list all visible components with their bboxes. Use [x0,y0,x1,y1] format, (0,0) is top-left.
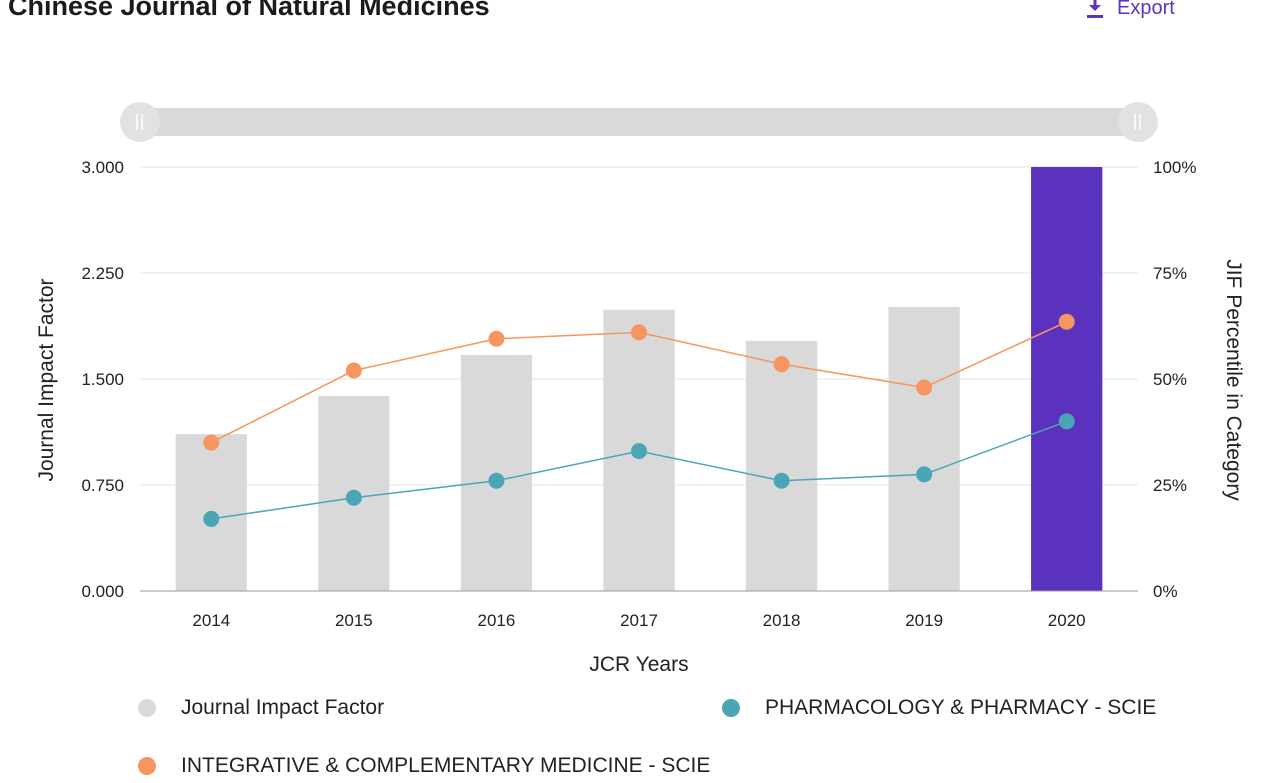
bar-2020[interactable] [1031,167,1103,591]
series-2-point-2018[interactable] [773,356,790,373]
y2-tick-label: 25% [1153,476,1187,495]
series-1-point-2016[interactable] [488,472,505,489]
series-1-point-2015[interactable] [345,489,362,506]
bar-2018[interactable] [745,340,818,591]
legend-item-jif[interactable]: Journal Impact Factor [138,696,384,720]
y-tick-label: 3.000 [81,158,124,177]
series-2-point-2019[interactable] [916,379,933,396]
y2-axis-title: JIF Percentile in Category [1222,259,1245,501]
slider-handle-right[interactable] [1118,102,1158,142]
y-tick-label: 2.250 [81,264,124,283]
x-tick-label: 2014 [192,611,230,630]
bar-2019[interactable] [888,306,960,591]
bar-series [175,167,1103,591]
axes: 0.000 0.750 1.500 2.250 3.000 0% 25% 50% 75% 100%… [35,158,1245,676]
y-tick-label: 0.750 [81,476,124,495]
x-tick-label: 2016 [478,611,516,630]
series-1-point-2017[interactable] [631,443,647,460]
y2-tick-label: 50% [1153,370,1187,389]
y-tick-label: 1.500 [81,370,124,389]
legend-item-pharmacology[interactable]: PHARMACOLOGY & PHARMACY - SCIE [722,696,1156,720]
legend-label-jif: Journal Impact Factor [181,696,385,719]
year-range-slider[interactable] [120,102,1158,142]
x-tick-label: 2015 [335,611,373,630]
x-tick-label: 2020 [1048,611,1086,630]
download-icon [1087,0,1103,18]
series-2-point-2014[interactable] [203,434,220,451]
series-1-point-2020[interactable] [1058,413,1075,430]
slider-handle-left[interactable] [120,102,160,142]
series-1-point-2019[interactable] [916,466,933,483]
y-tick-label: 0.000 [81,582,124,601]
legend-dot-jif [138,699,156,717]
line-series [203,313,1075,527]
series-2-point-2016[interactable] [488,330,505,347]
y-axis-title: Journal Impact Factor [35,278,58,481]
legend-label-integrative: INTEGRATIVE & COMPLEMENTARY MEDICINE - S… [181,754,711,777]
series-2-point-2020[interactable] [1058,313,1075,330]
series-1-point-2018[interactable] [773,472,790,489]
slider-track[interactable] [140,108,1138,136]
page-title: Chinese Journal of Natural Medicines [8,0,490,21]
y2-tick-label: 0% [1153,582,1178,601]
export-label: Export [1117,0,1175,19]
series-1-point-2014[interactable] [203,510,220,527]
export-button[interactable]: Export [1083,0,1175,20]
legend-dot-integrative [138,757,156,775]
x-tick-label: 2018 [763,611,801,630]
legend-label-pharmacology: PHARMACOLOGY & PHARMACY - SCIE [765,696,1157,719]
y2-tick-label: 100% [1153,158,1196,177]
legend-dot-pharmacology [722,699,740,717]
y2-tick-label: 75% [1153,264,1187,283]
series-2-point-2017[interactable] [631,324,647,341]
series-2-point-2015[interactable] [345,362,362,379]
x-tick-label: 2017 [620,611,658,630]
legend-item-integrative[interactable]: INTEGRATIVE & COMPLEMENTARY MEDICINE - S… [138,754,710,778]
x-tick-label: 2019 [905,611,943,630]
x-axis-title: JCR Years [589,653,688,676]
